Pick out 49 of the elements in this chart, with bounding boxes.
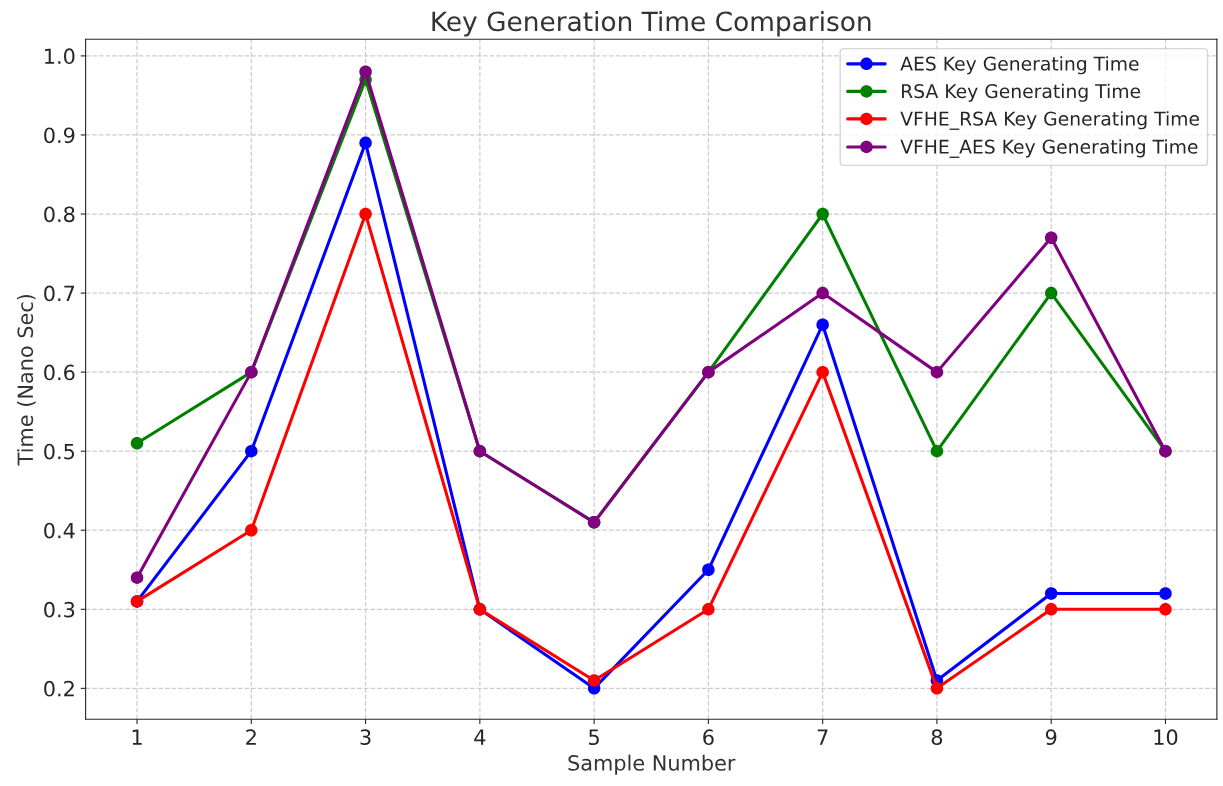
point <box>816 286 829 300</box>
point <box>587 674 601 687</box>
point <box>245 444 258 458</box>
point <box>1044 231 1058 244</box>
point <box>1044 603 1058 616</box>
point <box>1044 587 1058 600</box>
chart-title: Key Generation Time Comparison <box>432 10 871 37</box>
x-tick-label: 3 <box>360 729 371 746</box>
legend-label: AES Key Generating Time <box>900 56 1139 75</box>
y-tick-label: 0.8 <box>44 206 75 223</box>
x-tick-label: 8 <box>931 729 943 746</box>
x-tick-label: 6 <box>703 729 714 746</box>
y-tick-label: 0.4 <box>44 522 75 539</box>
y-tick-label: 0.9 <box>44 127 75 144</box>
point <box>1159 587 1172 600</box>
y-tick-label: 0.5 <box>44 443 75 460</box>
legend-label: RSA Key Generating Time <box>902 83 1141 102</box>
point <box>816 207 829 221</box>
y-axis-title: Time (Nano Sec) <box>17 294 36 466</box>
point <box>816 318 829 331</box>
y-tick-label: 0.2 <box>44 680 74 697</box>
x-tick-label: 1 <box>132 729 142 745</box>
x-axis-title: Sample Number <box>568 754 736 775</box>
point <box>1159 603 1172 616</box>
x-tick-label: 10 <box>1154 729 1178 746</box>
x-tick-label: 9 <box>1045 729 1057 746</box>
point <box>930 682 944 695</box>
point <box>816 365 829 379</box>
point <box>245 523 258 537</box>
legend-label: VFHE_RSA Key Generating Time <box>900 111 1200 130</box>
point <box>130 571 144 584</box>
x-tick-label: 5 <box>589 729 599 746</box>
point <box>359 136 372 150</box>
point <box>930 365 944 379</box>
point <box>359 65 372 78</box>
point <box>702 563 715 577</box>
point <box>359 207 372 221</box>
point <box>930 444 944 458</box>
legend-label: VFHE_AES Key Generating Time <box>900 139 1198 158</box>
y-tick-label: 0.3 <box>44 601 75 618</box>
point <box>1044 286 1058 300</box>
x-tick-label: 7 <box>817 729 828 745</box>
y-tick-label: 0.6 <box>44 364 75 381</box>
x-tick-label: 2 <box>246 729 256 745</box>
x-tick-label: 4 <box>474 729 486 745</box>
point <box>702 603 715 616</box>
y-tick-label: 1.0 <box>45 48 75 65</box>
point <box>130 437 144 450</box>
y-tick-label: 0.7 <box>44 285 75 302</box>
